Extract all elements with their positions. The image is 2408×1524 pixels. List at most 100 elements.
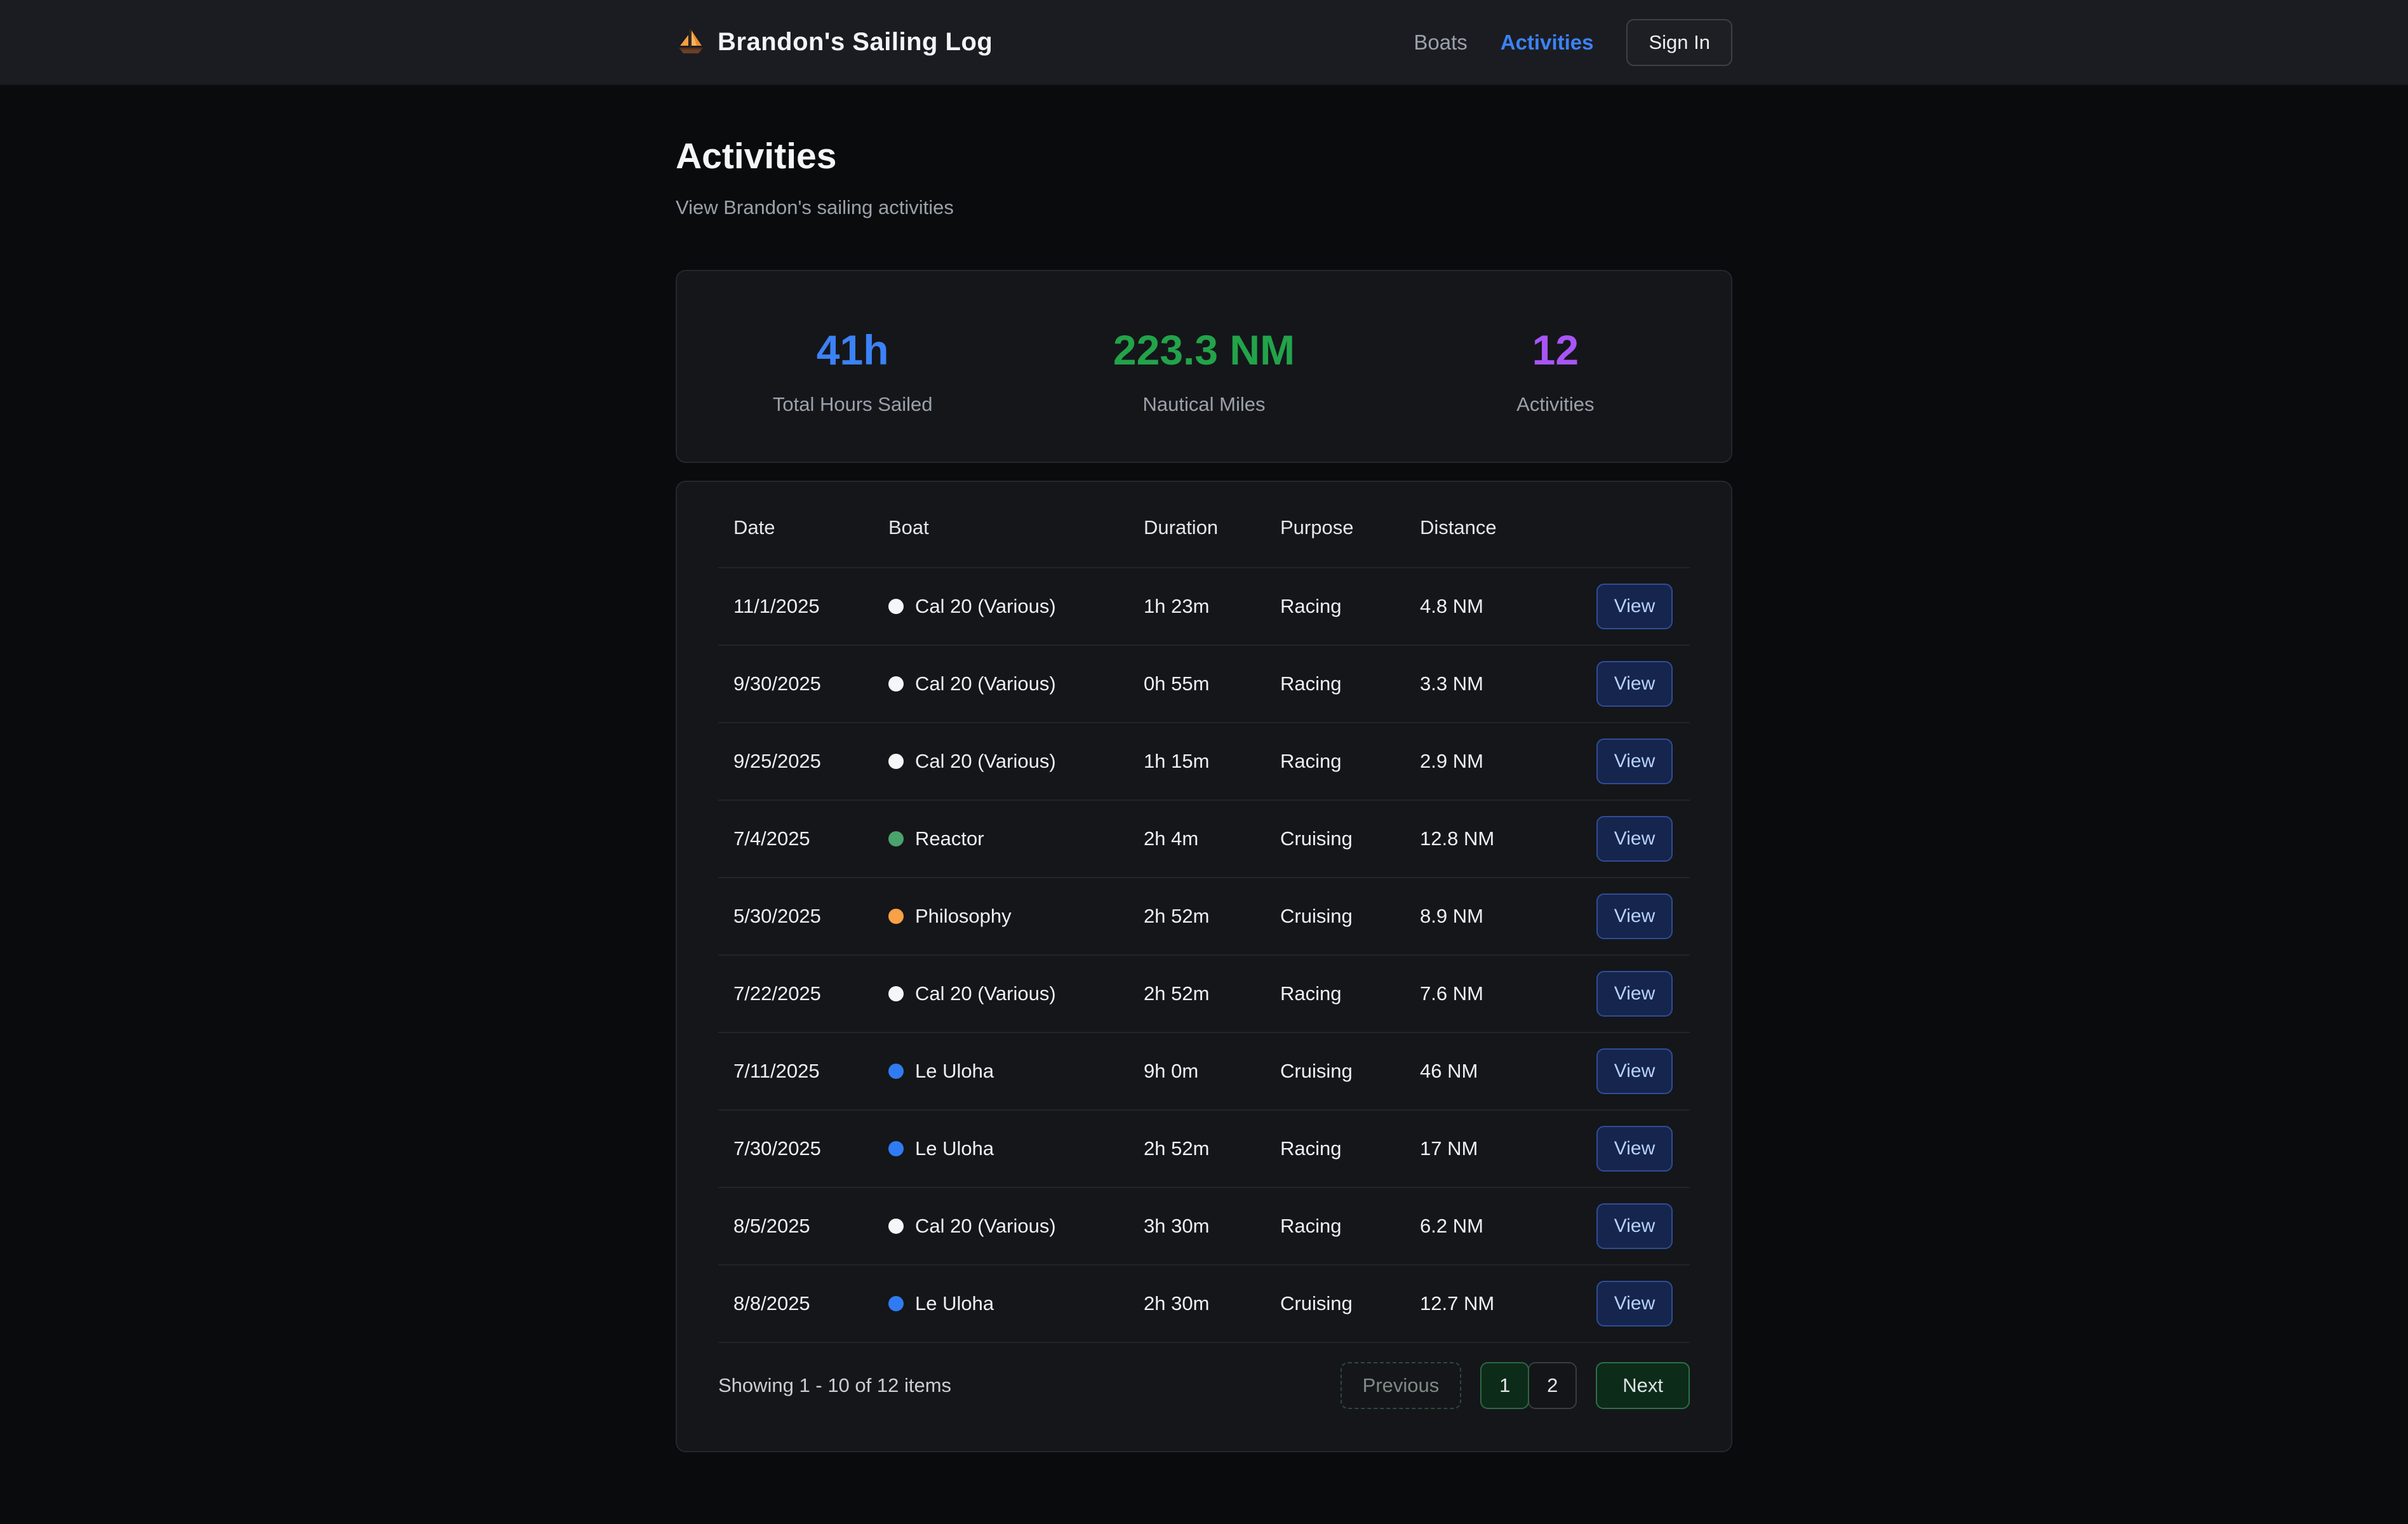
cell-distance: 12.8 NM bbox=[1420, 827, 1495, 850]
cell-duration: 3h 30m bbox=[1144, 1215, 1210, 1237]
stat-total-hours-value: 41h bbox=[816, 326, 889, 373]
cell-date: 7/30/2025 bbox=[733, 1137, 821, 1160]
cell-distance: 4.8 NM bbox=[1420, 595, 1483, 617]
table-row: 7/11/2025 Le Uloha 9h 0m Cruising 46 NM … bbox=[718, 1033, 1690, 1111]
cell-duration: 1h 23m bbox=[1144, 595, 1210, 617]
sign-in-button[interactable]: Sign In bbox=[1626, 18, 1732, 66]
view-button[interactable]: View bbox=[1596, 1126, 1673, 1172]
stat-total-hours: 41h Total Hours Sailed bbox=[677, 326, 1028, 416]
stat-activities-count-label: Activities bbox=[1516, 393, 1595, 415]
cell-date: 9/25/2025 bbox=[733, 750, 821, 772]
boat-color-dot bbox=[888, 1064, 904, 1079]
table-row: 7/22/2025 Cal 20 (Various) 2h 52m Racing… bbox=[718, 956, 1690, 1033]
page-1-button[interactable]: 1 bbox=[1480, 1362, 1530, 1409]
cell-boat: Reactor bbox=[888, 827, 1144, 850]
boat-color-dot bbox=[888, 754, 904, 769]
cell-duration: 2h 52m bbox=[1144, 905, 1210, 927]
cell-purpose: Cruising bbox=[1280, 905, 1353, 927]
boat-name: Cal 20 (Various) bbox=[915, 595, 1056, 617]
cell-duration: 2h 52m bbox=[1144, 1137, 1210, 1160]
stat-activities-count: 12 Activities bbox=[1380, 326, 1731, 416]
cell-boat: Cal 20 (Various) bbox=[888, 982, 1144, 1005]
cell-duration: 2h 4m bbox=[1144, 827, 1199, 850]
column-header-purpose: Purpose bbox=[1280, 516, 1354, 538]
stat-total-hours-label: Total Hours Sailed bbox=[772, 393, 933, 415]
view-button[interactable]: View bbox=[1596, 893, 1673, 939]
view-button[interactable]: View bbox=[1596, 816, 1673, 862]
view-button[interactable]: View bbox=[1596, 971, 1673, 1017]
page-2-button[interactable]: 2 bbox=[1528, 1362, 1577, 1409]
cell-distance: 2.9 NM bbox=[1420, 750, 1483, 772]
stats-summary-card: 41h Total Hours Sailed 223.3 NM Nautical… bbox=[676, 270, 1732, 463]
cell-date: 11/1/2025 bbox=[733, 595, 820, 617]
view-button[interactable]: View bbox=[1596, 1048, 1673, 1094]
view-button[interactable]: View bbox=[1596, 1281, 1673, 1327]
stat-nautical-miles: 223.3 NM Nautical Miles bbox=[1028, 326, 1379, 416]
boat-color-dot bbox=[888, 1141, 904, 1156]
cell-boat: Cal 20 (Various) bbox=[888, 672, 1144, 695]
nav-item-activities[interactable]: Activities bbox=[1500, 30, 1594, 54]
cell-purpose: Racing bbox=[1280, 672, 1342, 695]
pagination-controls: Previous 1 2 Next bbox=[1340, 1362, 1690, 1409]
cell-duration: 0h 55m bbox=[1144, 672, 1210, 695]
boat-name: Cal 20 (Various) bbox=[915, 750, 1056, 772]
cell-duration: 2h 30m bbox=[1144, 1292, 1210, 1314]
cell-boat: Cal 20 (Various) bbox=[888, 1215, 1144, 1238]
boat-color-dot bbox=[888, 831, 904, 846]
cell-distance: 7.6 NM bbox=[1420, 982, 1483, 1005]
view-button[interactable]: View bbox=[1596, 1203, 1673, 1249]
boat-name: Cal 20 (Various) bbox=[915, 672, 1056, 695]
cell-boat: Cal 20 (Various) bbox=[888, 750, 1144, 773]
cell-date: 5/30/2025 bbox=[733, 905, 821, 927]
brand: Brandon's Sailing Log bbox=[676, 27, 993, 58]
stat-nautical-miles-value: 223.3 NM bbox=[1113, 326, 1295, 373]
next-page-button[interactable]: Next bbox=[1596, 1362, 1690, 1409]
cell-date: 7/11/2025 bbox=[733, 1060, 820, 1082]
cell-distance: 6.2 NM bbox=[1420, 1215, 1483, 1237]
view-button[interactable]: View bbox=[1596, 739, 1673, 784]
cell-duration: 2h 52m bbox=[1144, 982, 1210, 1005]
nav-item-boats[interactable]: Boats bbox=[1414, 30, 1468, 54]
cell-date: 7/4/2025 bbox=[733, 827, 810, 850]
column-header-boat: Boat bbox=[888, 516, 929, 538]
view-button[interactable]: View bbox=[1596, 661, 1673, 707]
table-row: 11/1/2025 Cal 20 (Various) 1h 23m Racing… bbox=[718, 568, 1690, 646]
page-subtitle: View Brandon's sailing activities bbox=[676, 196, 954, 218]
boat-color-dot bbox=[888, 599, 904, 614]
cell-duration: 1h 15m bbox=[1144, 750, 1210, 772]
cell-purpose: Racing bbox=[1280, 595, 1342, 617]
cell-boat: Philosophy bbox=[888, 905, 1144, 928]
main-nav: Boats Activities Sign In bbox=[1414, 18, 1732, 66]
column-header-duration: Duration bbox=[1144, 516, 1219, 538]
page-title: Activities bbox=[676, 136, 837, 177]
page-number-group: 1 2 bbox=[1480, 1362, 1577, 1409]
table-row: 9/30/2025 Cal 20 (Various) 0h 55m Racing… bbox=[718, 646, 1690, 723]
cell-distance: 3.3 NM bbox=[1420, 672, 1483, 695]
boat-name: Cal 20 (Various) bbox=[915, 1215, 1056, 1237]
cell-boat: Le Uloha bbox=[888, 1292, 1144, 1315]
table-footer: Showing 1 - 10 of 12 items Previous 1 2 … bbox=[718, 1343, 1690, 1451]
cell-purpose: Cruising bbox=[1280, 1060, 1353, 1082]
cell-distance: 8.9 NM bbox=[1420, 905, 1483, 927]
sailboat-icon bbox=[679, 29, 703, 53]
app-title: Brandon's Sailing Log bbox=[718, 28, 993, 56]
boat-name: Le Uloha bbox=[915, 1137, 994, 1160]
cell-purpose: Racing bbox=[1280, 1215, 1342, 1237]
boat-color-dot bbox=[888, 1219, 904, 1234]
cell-purpose: Racing bbox=[1280, 1137, 1342, 1160]
boat-color-dot bbox=[888, 1296, 904, 1311]
table-row: 5/30/2025 Philosophy 2h 52m Cruising 8.9… bbox=[718, 878, 1690, 956]
previous-page-button[interactable]: Previous bbox=[1340, 1362, 1462, 1409]
table-row: 8/8/2025 Le Uloha 2h 30m Cruising 12.7 N… bbox=[718, 1266, 1690, 1343]
view-button[interactable]: View bbox=[1596, 584, 1673, 629]
cell-date: 8/8/2025 bbox=[733, 1292, 810, 1314]
boat-color-dot bbox=[888, 909, 904, 924]
top-navigation-bar: Brandon's Sailing Log Boats Activities S… bbox=[0, 0, 2408, 86]
boat-name: Le Uloha bbox=[915, 1060, 994, 1082]
cell-purpose: Cruising bbox=[1280, 1292, 1353, 1314]
stat-nautical-miles-label: Nautical Miles bbox=[1142, 393, 1266, 415]
boat-color-dot bbox=[888, 986, 904, 1001]
stat-activities-count-value: 12 bbox=[1532, 326, 1579, 373]
cell-boat: Le Uloha bbox=[888, 1137, 1144, 1160]
boat-name: Philosophy bbox=[915, 905, 1012, 927]
